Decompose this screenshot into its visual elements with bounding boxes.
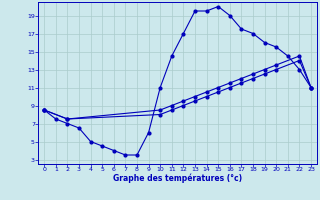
X-axis label: Graphe des températures (°c): Graphe des températures (°c) (113, 174, 242, 183)
